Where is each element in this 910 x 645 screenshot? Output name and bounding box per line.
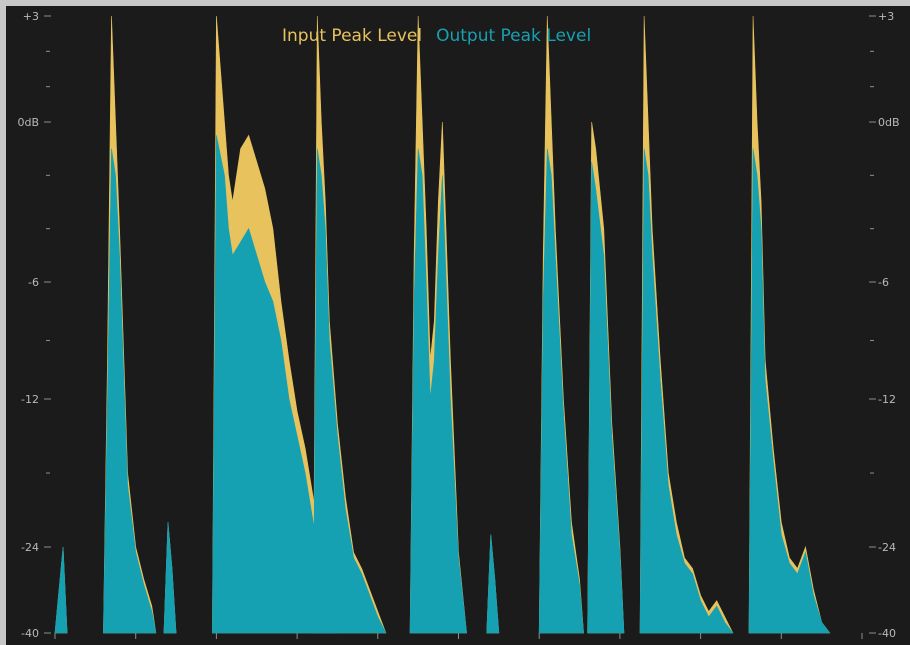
left-scale-label: -6 [28,276,39,289]
peak-level-graph: +3 +3 0dB 0dB -6 -6 -12 -12 -24 -24 -40 -40 [17,10,899,640]
left-scale-label: -12 [21,393,39,406]
legend-input-peak-level: Input Peak Level [282,26,423,46]
right-scale-label: +3 [878,10,894,23]
output-peak-burst [486,534,500,634]
right-scale-label: -6 [878,276,889,289]
output-peak-burst [312,148,387,634]
output-peak-burst [163,522,177,634]
left-scale-label: 0dB [17,116,39,129]
left-scale-label: -24 [21,541,39,554]
output-peak-burst [748,148,831,634]
right-scale-label: -12 [878,393,896,406]
legend-output-peak-level: Output Peak Level [436,26,592,46]
right-scale-label: -40 [878,627,896,640]
legend: Input Peak Level Output Peak Level [282,26,605,46]
left-scale-label: +3 [23,10,39,23]
output-peak-burst [54,546,68,634]
output-peak-burst [103,148,157,634]
output-peak-burst [409,148,467,634]
output-peak-burst [538,148,584,634]
left-scale-label: -40 [21,627,39,640]
level-scales: +3 +3 0dB 0dB -6 -6 -12 -12 -24 -24 -40 -40 [17,10,899,640]
output-peak-burst [639,148,734,634]
peak-level-meter: +3 +3 0dB 0dB -6 -6 -12 -12 -24 -24 -40 -40 Input P… [6,6,910,645]
output-peak-level-series [54,135,831,634]
right-scale-label: -24 [878,541,896,554]
right-scale-label: 0dB [878,116,900,129]
output-peak-burst [587,161,625,634]
